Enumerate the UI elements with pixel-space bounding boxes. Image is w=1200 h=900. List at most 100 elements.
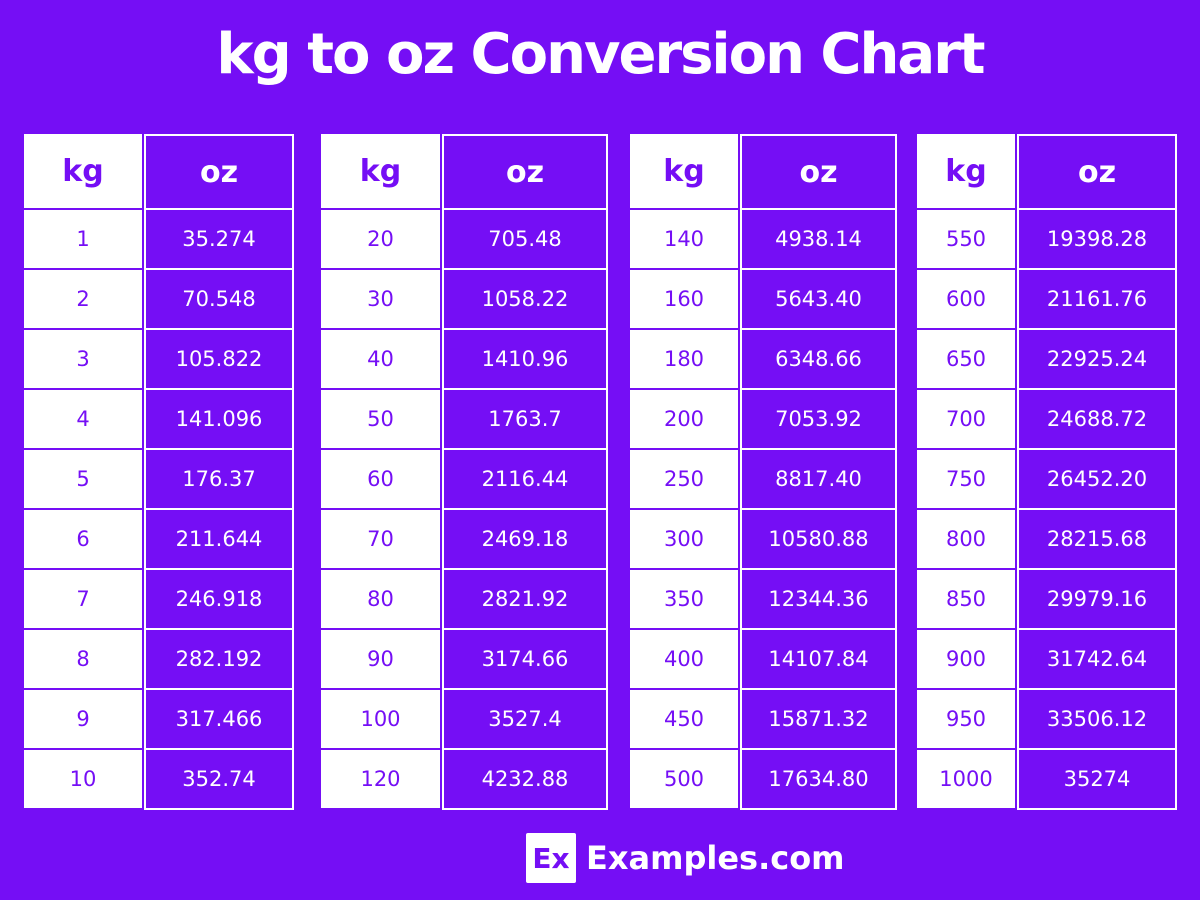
- header-oz: oz: [144, 134, 294, 210]
- page-title: kg to oz Conversion Chart: [216, 22, 985, 87]
- oz-cell: 317.466: [144, 690, 294, 750]
- kg-cell: 800: [917, 510, 1015, 570]
- kg-cell: 600: [917, 270, 1015, 330]
- table-row: 30 1058.22: [321, 270, 608, 330]
- table-row: 7 246.918: [24, 570, 294, 630]
- kg-cell: 3: [24, 330, 142, 390]
- kg-cell: 30: [321, 270, 440, 330]
- oz-cell: 141.096: [144, 390, 294, 450]
- table-row: 140 4938.14: [630, 210, 897, 270]
- table-row: 300 10580.88: [630, 510, 897, 570]
- table-row: 90 3174.66: [321, 630, 608, 690]
- oz-cell: 1763.7: [442, 390, 608, 450]
- kg-cell: 20: [321, 210, 440, 270]
- kg-cell: 4: [24, 390, 142, 450]
- oz-cell: 28215.68: [1017, 510, 1177, 570]
- oz-cell: 35274: [1017, 750, 1177, 810]
- kg-cell: 180: [630, 330, 738, 390]
- table-row: 9 317.466: [24, 690, 294, 750]
- table-row: 750 26452.20: [917, 450, 1177, 510]
- oz-cell: 24688.72: [1017, 390, 1177, 450]
- oz-cell: 4938.14: [740, 210, 897, 270]
- kg-cell: 80: [321, 570, 440, 630]
- table-row: 450 15871.32: [630, 690, 897, 750]
- oz-cell: 17634.80: [740, 750, 897, 810]
- table-row: 850 29979.16: [917, 570, 1177, 630]
- table-row: 350 12344.36: [630, 570, 897, 630]
- table-row: 900 31742.64: [917, 630, 1177, 690]
- oz-cell: 211.644: [144, 510, 294, 570]
- oz-cell: 7053.92: [740, 390, 897, 450]
- oz-cell: 8817.40: [740, 450, 897, 510]
- table-row: 1000 35274: [917, 750, 1177, 810]
- kg-cell: 6: [24, 510, 142, 570]
- kg-cell: 550: [917, 210, 1015, 270]
- oz-cell: 14107.84: [740, 630, 897, 690]
- kg-cell: 90: [321, 630, 440, 690]
- table-header: kg oz: [630, 134, 897, 210]
- table-row: 180 6348.66: [630, 330, 897, 390]
- table-row: 2 70.548: [24, 270, 294, 330]
- footer-brand: Ex Examples.com: [526, 833, 845, 883]
- header-kg: kg: [917, 134, 1015, 210]
- kg-cell: 7: [24, 570, 142, 630]
- oz-cell: 2116.44: [442, 450, 608, 510]
- oz-cell: 70.548: [144, 270, 294, 330]
- table-row: 700 24688.72: [917, 390, 1177, 450]
- oz-cell: 33506.12: [1017, 690, 1177, 750]
- header-oz: oz: [442, 134, 608, 210]
- table-row: 800 28215.68: [917, 510, 1177, 570]
- table-row: 8 282.192: [24, 630, 294, 690]
- kg-cell: 650: [917, 330, 1015, 390]
- table-row: 550 19398.28: [917, 210, 1177, 270]
- oz-cell: 4232.88: [442, 750, 608, 810]
- table-row: 650 22925.24: [917, 330, 1177, 390]
- oz-cell: 15871.32: [740, 690, 897, 750]
- kg-cell: 100: [321, 690, 440, 750]
- table-row: 50 1763.7: [321, 390, 608, 450]
- kg-cell: 120: [321, 750, 440, 810]
- oz-cell: 3174.66: [442, 630, 608, 690]
- table-row: 600 21161.76: [917, 270, 1177, 330]
- oz-cell: 29979.16: [1017, 570, 1177, 630]
- kg-cell: 900: [917, 630, 1015, 690]
- kg-cell: 450: [630, 690, 738, 750]
- kg-cell: 5: [24, 450, 142, 510]
- oz-cell: 1058.22: [442, 270, 608, 330]
- oz-cell: 35.274: [144, 210, 294, 270]
- table-row: 500 17634.80: [630, 750, 897, 810]
- table-header: kg oz: [917, 134, 1177, 210]
- table-row: 400 14107.84: [630, 630, 897, 690]
- oz-cell: 2821.92: [442, 570, 608, 630]
- table-row: 4 141.096: [24, 390, 294, 450]
- oz-cell: 2469.18: [442, 510, 608, 570]
- table-header: kg oz: [321, 134, 608, 210]
- kg-cell: 300: [630, 510, 738, 570]
- kg-cell: 400: [630, 630, 738, 690]
- table-row: 3 105.822: [24, 330, 294, 390]
- oz-cell: 352.74: [144, 750, 294, 810]
- conversion-table-2: kg oz 20 705.48 30 1058.22 40 1410.96 50 1763.7 60…: [321, 134, 608, 810]
- table-row: 5 176.37: [24, 450, 294, 510]
- kg-cell: 50: [321, 390, 440, 450]
- oz-cell: 105.822: [144, 330, 294, 390]
- kg-cell: 8: [24, 630, 142, 690]
- table-row: 70 2469.18: [321, 510, 608, 570]
- kg-cell: 10: [24, 750, 142, 810]
- table-row: 950 33506.12: [917, 690, 1177, 750]
- oz-cell: 12344.36: [740, 570, 897, 630]
- kg-cell: 950: [917, 690, 1015, 750]
- header-oz: oz: [740, 134, 897, 210]
- kg-cell: 500: [630, 750, 738, 810]
- kg-cell: 850: [917, 570, 1015, 630]
- kg-cell: 70: [321, 510, 440, 570]
- kg-cell: 9: [24, 690, 142, 750]
- examples-logo-icon: Ex: [526, 833, 576, 883]
- table-row: 80 2821.92: [321, 570, 608, 630]
- header-oz: oz: [1017, 134, 1177, 210]
- kg-cell: 60: [321, 450, 440, 510]
- kg-cell: 140: [630, 210, 738, 270]
- kg-cell: 160: [630, 270, 738, 330]
- oz-cell: 3527.4: [442, 690, 608, 750]
- oz-cell: 5643.40: [740, 270, 897, 330]
